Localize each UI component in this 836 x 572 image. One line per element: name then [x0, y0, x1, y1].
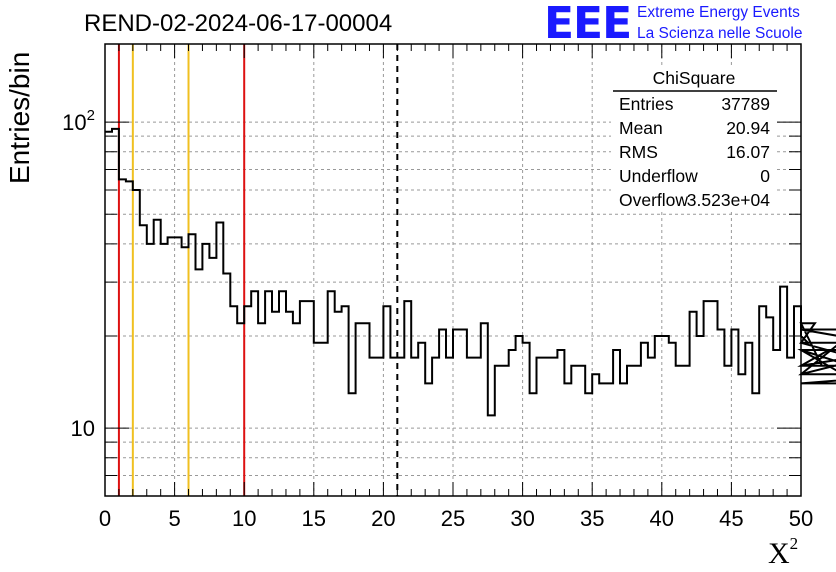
- histogram-series: [105, 127, 836, 417]
- chart-title: REND-02-2024-06-17-00004: [84, 10, 393, 37]
- stats-label: Overflow: [619, 190, 688, 210]
- axis-ticks: 0 5 10 15 20 25 30 35 40 45 50 10 102: [62, 44, 813, 531]
- x-tick-label: 15: [302, 506, 326, 531]
- x-tick-label: 25: [441, 506, 465, 531]
- stats-value: 0: [760, 166, 770, 186]
- x-tick-label: 45: [719, 506, 743, 531]
- x-tick-label: 20: [371, 506, 395, 531]
- x-tick-label: 35: [580, 506, 604, 531]
- stats-value: 3.523e+04: [687, 190, 770, 210]
- stats-value: 20.94: [726, 118, 770, 138]
- x-tick-label: 10: [232, 506, 256, 531]
- stats-box-background: [611, 66, 777, 210]
- stats-label: Underflow: [619, 166, 698, 186]
- logo-text-line2: La Scienza nelle Scuole: [637, 25, 803, 42]
- x-axis-label-superscript: 2: [789, 534, 799, 553]
- plot-frame: [104, 43, 802, 497]
- stats-value: 37789: [721, 94, 770, 114]
- stats-value: 16.07: [726, 142, 770, 162]
- logo-text-line1: Extreme Energy Events: [637, 4, 800, 21]
- stats-label: RMS: [619, 142, 658, 162]
- stats-label: Entries: [619, 94, 674, 114]
- x-tick-label: 40: [650, 506, 674, 531]
- x-tick-label: 30: [510, 506, 534, 531]
- y-tick-label: 10: [71, 416, 95, 441]
- eee-logo: EEE: [544, 0, 632, 49]
- reference-lines: [117, 44, 399, 496]
- grid-layer: [105, 44, 801, 497]
- x-tick-label: 5: [168, 506, 180, 531]
- stats-title: ChiSquare: [653, 68, 736, 88]
- x-tick-label: 50: [789, 506, 813, 531]
- x-axis-label: X2: [768, 534, 798, 571]
- x-tick-label: 0: [99, 506, 111, 531]
- stats-label: Mean: [619, 118, 663, 138]
- y-tick-label: 102: [62, 107, 95, 135]
- stats-box: ChiSquare Entries 37789 Mean 20.94 RMS 16.07 Un…: [611, 66, 777, 210]
- x-axis-label-base: X: [768, 537, 790, 570]
